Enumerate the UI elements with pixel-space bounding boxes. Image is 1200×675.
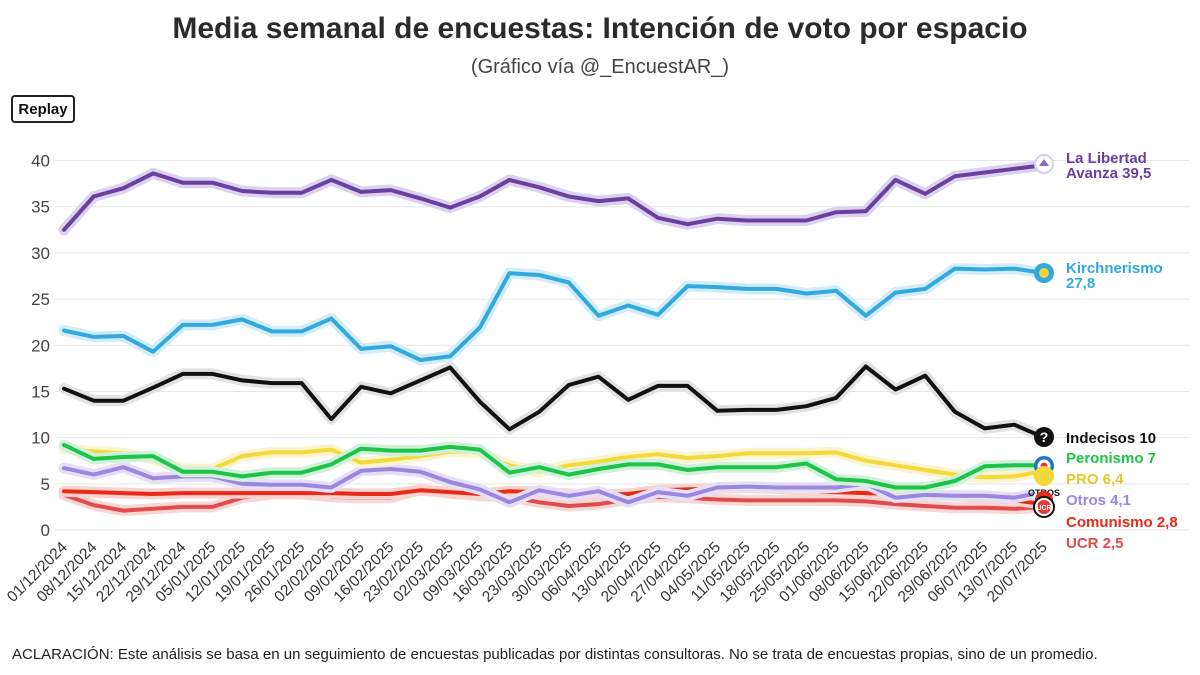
series-label: 27,8	[1066, 275, 1095, 292]
lla-icon	[1034, 154, 1054, 174]
chart-title: Media semanal de encuestas: Intención de…	[172, 12, 1028, 45]
y-tick-label: 25	[31, 290, 50, 309]
ucr-icon	[1037, 500, 1051, 514]
lla-icon	[1039, 159, 1049, 166]
y-tick-label: 10	[31, 429, 50, 448]
series-label: Avanza 39,5	[1066, 165, 1151, 182]
y-tick-label: 0	[41, 521, 50, 540]
series-line	[62, 487, 1046, 513]
y-tick-label: 5	[41, 475, 50, 494]
chart-subtitle: (Gráfico vía @_EncuestAR_)	[470, 56, 730, 78]
y-tick-label: 30	[31, 244, 50, 263]
question-icon	[1034, 427, 1054, 447]
y-axis: 0 5 10 15 20 25 30 35 40	[31, 152, 50, 541]
series-glow	[58, 361, 1050, 444]
kirchnerismo-icon	[1034, 263, 1054, 283]
series-icons: ?OTROSUCR	[1028, 154, 1060, 518]
y-tick-label: 15	[31, 382, 50, 401]
x-axis: 01/12/202408/12/202415/12/202422/12/2024…	[4, 539, 1051, 606]
series-label: UCR 2,5	[1066, 535, 1124, 552]
y-tick-label: 40	[31, 152, 50, 171]
y-tick-label: 20	[31, 336, 50, 355]
pro-icon	[1034, 466, 1054, 486]
series-label: Kirchnerismo	[1066, 260, 1163, 277]
line-chart: 0 5 10 15 20 25 30 35 40 01/12/202408/12/202415/…	[4, 150, 1190, 606]
question-icon: ?	[1034, 427, 1054, 447]
question-icon: ?	[1040, 429, 1049, 445]
series-glow	[58, 263, 1050, 366]
series-glow	[58, 159, 1050, 236]
y-tick-label: 35	[31, 198, 50, 217]
kirchnerismo-icon	[1039, 268, 1049, 278]
grid	[55, 160, 1190, 531]
ucr-icon: UCR	[1036, 505, 1051, 512]
series-label: Otros 4,1	[1066, 492, 1131, 509]
series-label: Comunismo 2,8	[1066, 514, 1178, 531]
ucr-icon: UCR	[1033, 496, 1055, 518]
series-label: La Libertad	[1066, 150, 1147, 167]
pro-icon	[1034, 466, 1054, 486]
series-label: Indecisos 10	[1066, 430, 1156, 447]
disclaimer-note: ACLARACIÓN: Este análisis se basa en un …	[12, 646, 1098, 663]
replay-button[interactable]: Replay	[11, 95, 75, 123]
series-line	[62, 465, 1046, 505]
series-line	[62, 266, 1046, 362]
series-label: Peronismo 7	[1066, 450, 1156, 467]
series-lines	[58, 159, 1050, 517]
series-line	[62, 443, 1046, 490]
series-label: PRO 6,4	[1066, 471, 1124, 488]
series-line	[62, 163, 1046, 232]
series-line	[62, 364, 1046, 440]
